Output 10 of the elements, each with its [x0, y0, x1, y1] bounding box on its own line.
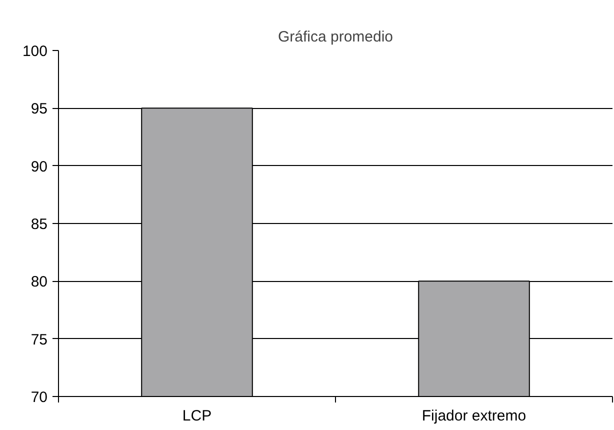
y-tick-label: 80	[30, 274, 48, 291]
y-tick-label: 75	[30, 331, 48, 348]
y-tick-label: 100	[22, 43, 48, 60]
chart-title: Gráfica promedio	[278, 28, 394, 46]
y-tick-label: 95	[30, 100, 48, 118]
y-tick-label: 70	[30, 389, 48, 406]
y-tick-label: 90	[30, 158, 48, 176]
x-tick-label: LCP	[182, 408, 212, 424]
y-tick-label: 85	[30, 216, 48, 233]
x-tick-label: Fijador extremo	[422, 408, 526, 424]
